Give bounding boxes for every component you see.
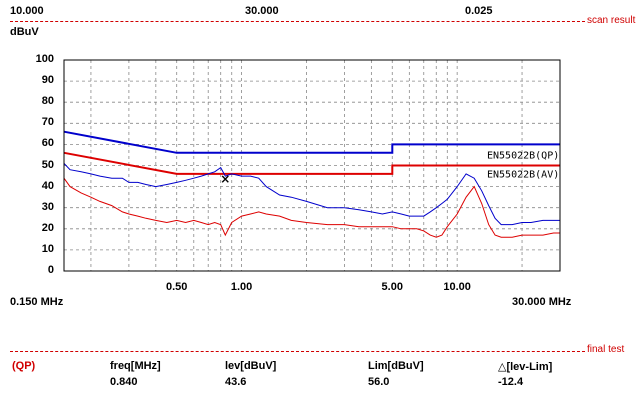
value-limit: 56.0 xyxy=(368,376,390,388)
x-tick-label: 5.00 xyxy=(381,281,403,293)
header-value-1: 10.000 xyxy=(10,5,44,17)
series-qp-trace xyxy=(63,163,560,226)
y-tick-label: 40 xyxy=(41,179,54,192)
y-tick-label: 60 xyxy=(41,137,54,150)
x-end-label: 30.000 MHz xyxy=(512,296,572,308)
y-tick-label: 10 xyxy=(41,242,54,255)
limit-line-qp xyxy=(63,130,560,154)
header-value-2: 30.000 xyxy=(245,5,279,17)
x-tick-label: 0.50 xyxy=(165,281,188,293)
measurement-series xyxy=(63,163,560,238)
chart-grid xyxy=(64,60,560,271)
limit-line-av xyxy=(63,151,560,175)
value-level: 43.6 xyxy=(225,376,247,388)
markers: × xyxy=(220,172,230,186)
x-tick-label: 1.00 xyxy=(230,281,253,293)
header-level: lev[dBuV] xyxy=(225,360,277,372)
y-tick-label: 70 xyxy=(41,116,54,129)
header-delta: △[lev-Lim] xyxy=(498,361,553,373)
final-test-label: final test xyxy=(587,344,625,355)
final-test-mode: (QP) xyxy=(12,360,36,372)
series-av-trace xyxy=(63,177,560,238)
y-tick-label: 0 xyxy=(47,264,54,276)
header-freq: freq[MHz] xyxy=(110,360,161,372)
y-tick-label: 90 xyxy=(41,74,54,87)
y-tick-label: 100 xyxy=(35,53,54,65)
scan-result-label: scan result xyxy=(587,15,636,26)
y-unit-label: dBuV xyxy=(10,26,39,38)
y-tick-label: 30 xyxy=(41,200,54,213)
x-tick-label: 10.00 xyxy=(443,281,471,293)
plot-frame xyxy=(63,59,561,272)
final-test-marker: × xyxy=(220,172,230,186)
header-value-3: 0.025 xyxy=(465,5,493,17)
value-freq: 0.840 xyxy=(110,376,138,388)
y-tick-label: 20 xyxy=(41,221,54,234)
annotation-av: EN55022B(AV) xyxy=(487,170,559,181)
y-tick-label: 80 xyxy=(41,95,54,108)
y-tick-label: 50 xyxy=(41,158,54,171)
header-limit: Lim[dBuV] xyxy=(368,360,424,372)
limit-lines xyxy=(63,130,560,175)
value-delta: -12.4 xyxy=(498,376,524,388)
x-start-label: 0.150 MHz xyxy=(10,296,64,308)
final-test-divider xyxy=(10,351,585,352)
scan-result-divider xyxy=(10,21,585,22)
annotation-qp: EN55022B(QP) xyxy=(487,150,559,161)
